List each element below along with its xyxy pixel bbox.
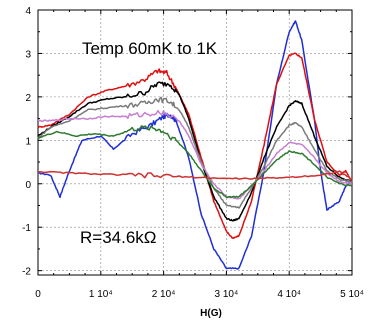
y-tick-label: -1 bbox=[22, 223, 31, 234]
x-tick-label: 5 10⁴ bbox=[340, 289, 364, 300]
x-tick-label: 2 10⁴ bbox=[152, 289, 176, 300]
series-line-7 bbox=[38, 170, 353, 181]
y-tick-label: -2 bbox=[22, 267, 31, 278]
grid bbox=[38, 10, 352, 275]
y-tick-label: 3 bbox=[25, 49, 31, 60]
y-tick-label: 2 bbox=[25, 93, 31, 104]
tick-labels: 0 1 10⁴ 2 10⁴ 3 10⁴ 4 10⁴ 5 10⁴ -2 -1 0 1 2 3 4 bbox=[22, 6, 364, 300]
series-line-3 bbox=[37, 81, 353, 222]
x-tick-label: 1 10⁴ bbox=[89, 289, 113, 300]
x-tick-label: 4 10⁴ bbox=[277, 289, 301, 300]
series-line-2 bbox=[37, 52, 353, 239]
y-tick-label: 4 bbox=[25, 6, 31, 17]
x-axis-title: H(G) bbox=[200, 308, 222, 319]
series-line-5 bbox=[37, 109, 353, 200]
axis-ticks bbox=[37, 9, 353, 275]
y-tick-label: 0 bbox=[25, 180, 31, 191]
series-layer bbox=[37, 20, 353, 270]
x-tick-label: 0 bbox=[35, 289, 41, 300]
x-tick-label: 3 10⁴ bbox=[215, 289, 239, 300]
annotation-temperature: Temp 60mK to 1K bbox=[82, 39, 218, 58]
series-line-6 bbox=[37, 125, 353, 199]
series-line-1 bbox=[37, 20, 353, 270]
annotation-resistance: R=34.6kΩ bbox=[80, 228, 157, 247]
y-tick-label: 1 bbox=[25, 136, 31, 147]
